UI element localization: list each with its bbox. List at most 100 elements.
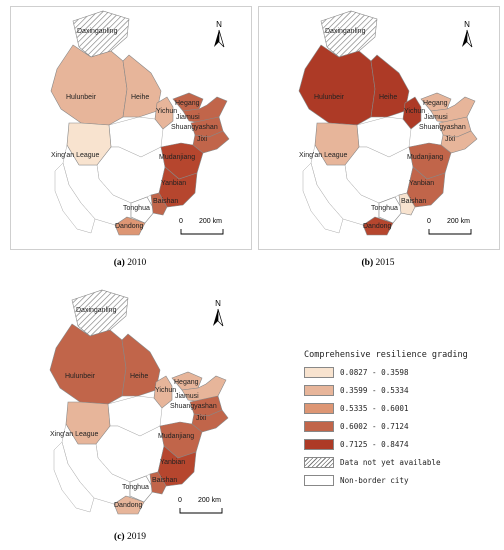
city-label-baishan: Baishan [152, 477, 177, 484]
map-legend: Comprehensive resilience grading 0.0827 … [304, 350, 504, 492]
city-label-hulunbeir: Hulunbeir [65, 373, 96, 380]
city-label-daxinganling: Daxinganling [76, 307, 117, 314]
map-panel-2015: Daxinganling Hulunbeir Heihe Hegang Yichun Ji… [258, 6, 500, 250]
legend-item: Non-border city [304, 474, 504, 487]
city-label-dandong: Dandong [363, 223, 392, 230]
city-label-hulunbeir: Hulunbeir [314, 94, 345, 101]
city-label-shuangyashan: Shuangyashan [171, 124, 218, 131]
city-label-jiamusi: Jiamusi [176, 114, 200, 121]
city-label-mudanjiang: Mudanjiang [158, 433, 194, 440]
legend-swatch [304, 367, 334, 378]
city-label-dandong: Dandong [115, 223, 144, 230]
city-label-xingan: Xing'an League [50, 431, 99, 438]
region-tonghua [130, 196, 156, 224]
legend-item: 0.7125 - 0.8474 [304, 438, 504, 451]
scale-bar: 0 200 km [427, 218, 472, 235]
legend-item: 0.3599 - 0.5334 [304, 384, 504, 397]
region-hegang [171, 371, 203, 391]
caption-letter: (c) [114, 532, 125, 542]
map-panel-2019: Daxinganling Hulunbeir Heihe Hegang Yichun Ji… [10, 286, 250, 528]
region-yichun [154, 96, 174, 130]
region-dandong [362, 216, 394, 236]
svg-text:200 km: 200 km [199, 218, 222, 225]
north-arrow-icon: N [214, 20, 225, 48]
city-label-yanbian: Yanbian [161, 180, 186, 187]
city-label-heihe: Heihe [130, 373, 148, 380]
region-dandong [114, 216, 146, 236]
legend-label: 0.6002 - 0.7124 [340, 422, 409, 431]
svg-text:N: N [215, 299, 221, 308]
legend-label: 0.0827 - 0.3598 [340, 368, 409, 377]
region-daxinganling [320, 10, 378, 58]
non-border-region [53, 441, 95, 513]
svg-text:0: 0 [427, 218, 431, 225]
region-jiamusi [182, 96, 228, 124]
city-label-tonghua: Tonghua [371, 205, 398, 212]
region-daxinganling [72, 10, 130, 58]
region-hulunbeir [50, 44, 128, 126]
city-label-tonghua: Tonghua [122, 484, 149, 491]
legend-label: 0.5335 - 0.6001 [340, 404, 409, 413]
city-label-hegang: Hegang [175, 100, 200, 107]
city-label-jixi: Jixi [197, 136, 208, 143]
city-label-yichun: Yichun [156, 108, 177, 115]
region-xingan [66, 122, 112, 166]
legend-swatch [304, 457, 334, 468]
non-border-region [54, 162, 96, 234]
city-label-yichun: Yichun [155, 387, 176, 394]
city-label-yanbian: Yanbian [409, 180, 434, 187]
legend-label: 0.3599 - 0.5334 [340, 386, 409, 395]
region-dandong [113, 495, 145, 515]
city-label-daxinganling: Daxinganling [325, 28, 366, 35]
svg-text:N: N [464, 20, 470, 29]
city-label-tonghua: Tonghua [123, 205, 150, 212]
scale-bar: 0 200 km [178, 497, 223, 514]
legend-swatch [304, 439, 334, 450]
svg-text:N: N [216, 20, 222, 29]
city-label-daxinganling: Daxinganling [77, 28, 118, 35]
region-yichun [402, 96, 422, 130]
svg-text:0: 0 [178, 497, 182, 504]
region-tonghua [129, 475, 155, 503]
legend-label: Data not yet available [340, 458, 441, 467]
city-label-yichun: Yichun [404, 108, 425, 115]
city-label-heihe: Heihe [131, 94, 149, 101]
legend-swatch [304, 475, 334, 486]
city-label-heihe: Heihe [379, 94, 397, 101]
city-label-mudanjiang: Mudanjiang [407, 154, 443, 161]
city-label-jiamusi: Jiamusi [175, 393, 199, 400]
legend-label: Non-border city [340, 476, 409, 485]
legend-swatch [304, 403, 334, 414]
city-label-baishan: Baishan [153, 198, 178, 205]
legend-item: 0.6002 - 0.7124 [304, 420, 504, 433]
caption-year: 2019 [126, 532, 146, 542]
svg-text:200 km: 200 km [198, 497, 221, 504]
caption-year: 2010 [127, 258, 147, 268]
svg-text:200 km: 200 km [447, 218, 470, 225]
city-label-hulunbeir: Hulunbeir [66, 94, 97, 101]
legend-title: Comprehensive resilience grading [304, 350, 468, 360]
city-label-hegang: Hegang [423, 100, 448, 107]
caption-year: 2015 [375, 258, 395, 268]
region-xingan [314, 122, 360, 166]
north-arrow-icon: N [213, 299, 224, 327]
region-baishan [150, 192, 168, 216]
caption-2015: (b) 2015 [258, 258, 498, 268]
legend-item: 0.0827 - 0.3598 [304, 366, 504, 379]
region-hulunbeir [49, 323, 127, 405]
legend-swatch [304, 421, 334, 432]
city-label-jixi: Jixi [196, 415, 207, 422]
legend-items: 0.0827 - 0.3598 0.3599 - 0.5334 0.5335 - 0… [304, 366, 504, 487]
region-daxinganling [71, 289, 129, 337]
caption-2010: (a) 2010 [10, 258, 250, 268]
region-hegang [172, 92, 204, 112]
city-label-hegang: Hegang [174, 379, 199, 386]
caption-letter: (a) [113, 258, 125, 268]
city-label-yanbian: Yanbian [160, 459, 185, 466]
region-hegang [420, 92, 452, 112]
city-label-baishan: Baishan [401, 198, 426, 205]
region-tonghua [378, 196, 404, 224]
city-label-shuangyashan: Shuangyashan [170, 403, 217, 410]
